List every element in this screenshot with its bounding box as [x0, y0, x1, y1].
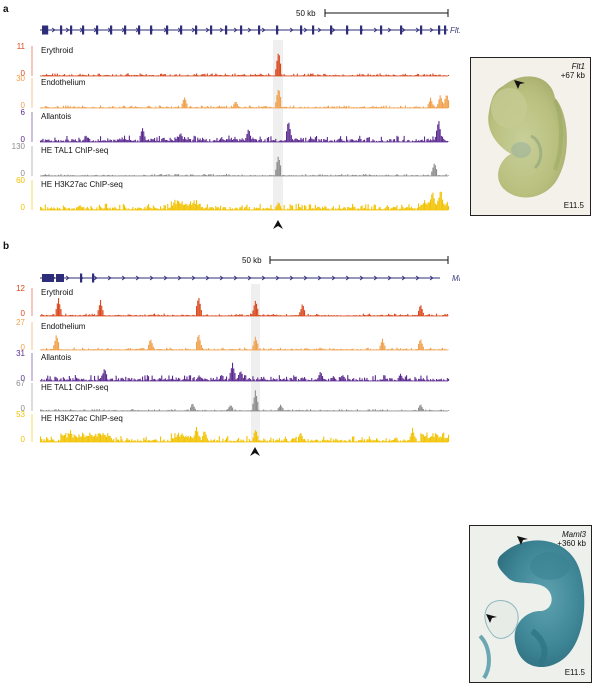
track-erythroid: Erythroid 12 0	[16, 284, 449, 318]
photo-gene-label: Maml3	[562, 530, 586, 539]
signal-bars	[40, 363, 449, 381]
track-min-value: 0	[21, 435, 26, 444]
photo-stage-label: E11.5	[564, 201, 584, 210]
track-label: Allantois	[41, 112, 71, 121]
track-max-value: 60	[16, 176, 25, 185]
scale-bar	[270, 256, 448, 264]
embryo-image	[470, 526, 591, 682]
signal-bars	[40, 121, 449, 142]
embryo-image	[471, 58, 590, 215]
track-min-value: 0	[21, 203, 26, 212]
track-label: HE H3K27ac ChIP-seq	[41, 180, 123, 189]
photo-stage-label: E11.5	[565, 668, 585, 677]
signal-bars	[40, 298, 449, 316]
track-label: Endothelium	[41, 78, 86, 87]
photo-offset-label: +360 kb	[557, 539, 586, 548]
signal-bars	[40, 54, 449, 76]
signal-bars	[40, 335, 449, 350]
track-label: HE H3K27ac ChIP-seq	[41, 414, 123, 423]
track-max-value: 11	[17, 42, 26, 51]
embryo-photo: Flt1 +67 kb E11.5	[470, 57, 591, 216]
signal-bars	[40, 427, 449, 442]
photo-gene-label: Flt1	[572, 62, 585, 71]
signal-bars	[40, 390, 449, 411]
track-max-value: 30	[16, 74, 25, 83]
track-label: Endothelium	[41, 322, 86, 331]
track-label: HE TAL1 ChIP-seq	[41, 146, 108, 155]
scale-bar-label: 50 kb	[296, 9, 316, 18]
track-max-value: 31	[16, 349, 25, 358]
track-max-value: 27	[16, 318, 25, 327]
embryo-photo: Maml3 +360 kb E11.5	[469, 525, 592, 683]
track-max-value: 130	[12, 142, 26, 151]
signal-bars	[40, 157, 449, 176]
track-max-value: 6	[21, 108, 26, 117]
scale-bar	[325, 9, 448, 17]
gene-model	[40, 274, 440, 283]
scale-bar-label: 50 kb	[242, 256, 262, 265]
photo-offset-label: +67 kb	[561, 71, 585, 80]
track-max-value: 53	[16, 410, 25, 419]
track-max-value: 12	[16, 284, 25, 293]
signal-bars	[40, 192, 449, 210]
track-h3k27ac: HE H3K27ac ChIP-seq 60 0	[16, 176, 449, 212]
track-label: Erythroid	[41, 46, 73, 55]
track-min-value: 0	[21, 309, 26, 318]
track-h3k27ac: HE H3K27ac ChIP-seq 53 0	[16, 410, 449, 444]
gene-name: Flt1	[450, 26, 460, 35]
gene-model	[40, 26, 448, 35]
gene-name: Maml3	[452, 274, 460, 283]
arrowhead-icon	[273, 220, 283, 229]
signal-bars	[40, 90, 449, 108]
track-label: Erythroid	[41, 288, 73, 297]
track-max-value: 67	[16, 379, 25, 388]
arrowhead-icon	[250, 447, 260, 456]
track-label: Allantois	[41, 353, 71, 362]
track-label: HE TAL1 ChIP-seq	[41, 383, 108, 392]
